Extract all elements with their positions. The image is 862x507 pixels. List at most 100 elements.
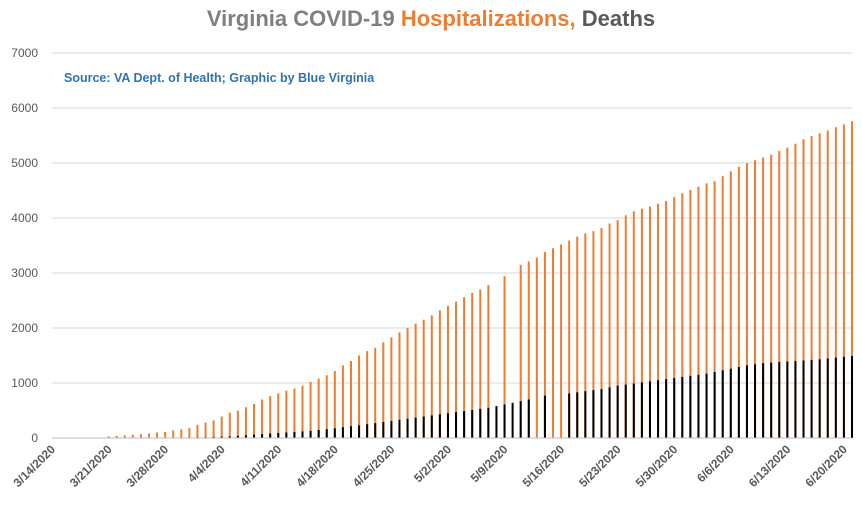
bar-deaths	[576, 392, 579, 438]
bar-deaths	[325, 429, 328, 438]
bar-deaths	[463, 411, 466, 438]
bar-hospitalizations	[754, 160, 757, 438]
bar-deaths	[455, 412, 458, 438]
bar-deaths	[842, 356, 845, 439]
bar-hospitalizations	[374, 347, 377, 438]
bar-hospitalizations	[139, 434, 142, 438]
bar-hospitalizations	[721, 176, 724, 438]
y-tick-label: 0	[31, 431, 38, 445]
bar-deaths	[616, 385, 619, 438]
x-tick-label: 4/18/2020	[293, 442, 341, 490]
x-tick-label: 6/6/2020	[694, 442, 737, 485]
bar-deaths	[366, 424, 369, 438]
bar-hospitalizations	[552, 248, 555, 438]
bar-hospitalizations	[850, 121, 854, 438]
bar-hospitalizations	[285, 390, 288, 438]
bar-deaths	[261, 434, 264, 438]
x-tick-label: 5/2/2020	[411, 442, 454, 485]
bar-hospitalizations	[277, 393, 280, 438]
bar-deaths	[834, 357, 837, 438]
bar-deaths	[745, 365, 748, 438]
bar-hospitalizations	[414, 323, 417, 438]
bar-deaths	[794, 361, 797, 438]
bar-deaths	[778, 362, 781, 438]
bar-hospitalizations	[600, 227, 603, 438]
chart-title-part-3: Deaths	[575, 6, 656, 31]
bar-deaths	[673, 378, 676, 438]
bar-hospitalizations	[681, 193, 684, 438]
bar-deaths	[301, 431, 304, 438]
bar-hospitalizations	[131, 434, 134, 438]
bar-hospitalizations	[632, 211, 635, 438]
bar-deaths	[253, 434, 256, 438]
bar-hospitalizations	[729, 171, 732, 438]
bar-hospitalizations	[689, 189, 692, 438]
bar-deaths	[390, 420, 393, 438]
bar-deaths	[341, 427, 344, 438]
y-tick-label: 6000	[11, 101, 38, 115]
bar-hospitalizations	[341, 365, 344, 438]
bar-hospitalizations	[762, 157, 765, 438]
bar-hospitalizations	[196, 424, 199, 438]
bar-hospitalizations	[107, 436, 110, 438]
bar-deaths	[398, 419, 401, 438]
bar-hospitalizations	[253, 403, 256, 438]
bar-hospitalizations	[317, 378, 320, 438]
bar-hospitalizations	[479, 289, 482, 438]
bar-deaths	[754, 364, 757, 438]
bar-hospitalizations	[713, 181, 716, 438]
bar-deaths	[438, 414, 441, 438]
bar-deaths	[358, 425, 361, 438]
bar-hospitalizations	[826, 130, 829, 439]
bar-hospitalizations	[156, 432, 159, 438]
bar-deaths	[244, 435, 247, 438]
bar-hospitalizations	[430, 315, 433, 438]
bar-hospitalizations	[366, 351, 369, 438]
bar-deaths	[713, 372, 716, 438]
chart-title: Virginia COVID-19 Hospitalizations, Deat…	[0, 6, 862, 32]
bar-hospitalizations	[123, 435, 126, 438]
bar-deaths	[624, 384, 627, 438]
bar-hospitalizations	[519, 264, 522, 438]
bar-hospitalizations	[398, 332, 401, 438]
bar-hospitalizations	[527, 261, 530, 438]
bar-hospitalizations	[390, 337, 393, 438]
bar-hospitalizations	[810, 136, 813, 439]
bar-deaths	[349, 426, 352, 438]
bar-hospitalizations	[584, 233, 587, 438]
bar-deaths	[269, 433, 272, 438]
bar-deaths	[317, 430, 320, 438]
bar-deaths	[414, 417, 417, 438]
bar-hospitalizations	[228, 412, 231, 438]
bar-hospitalizations	[180, 429, 183, 438]
y-tick-label: 3000	[11, 266, 38, 280]
bar-deaths	[770, 362, 773, 438]
bar-deaths	[527, 399, 530, 438]
bar-hospitalizations	[455, 301, 458, 438]
bar-hospitalizations	[568, 240, 571, 438]
bar-hospitalizations	[778, 150, 781, 438]
bar-deaths	[705, 373, 708, 438]
bar-hospitalizations	[261, 399, 264, 438]
bar-hospitalizations	[422, 319, 425, 438]
bar-deaths	[826, 358, 829, 438]
bar-hospitalizations	[309, 381, 312, 438]
bar-deaths	[374, 423, 377, 438]
bar-deaths	[600, 389, 603, 438]
bar-hospitalizations	[786, 147, 789, 438]
x-tick-label: 3/21/2020	[67, 442, 115, 490]
bar-hospitalizations	[624, 215, 627, 438]
bar-deaths	[584, 391, 587, 438]
bar-hospitalizations	[115, 435, 118, 438]
bar-hospitalizations	[503, 276, 506, 438]
x-tick-label: 3/14/2020	[10, 442, 58, 490]
source-note: Source: VA Dept. of Health; Graphic by B…	[64, 71, 375, 85]
bar-hospitalizations	[147, 433, 150, 438]
y-tick-label: 1000	[11, 376, 38, 390]
chart-title-part-1: Virginia COVID-19	[206, 6, 401, 31]
bar-hospitalizations	[794, 143, 797, 438]
bar-hospitalizations	[818, 133, 821, 439]
bar-deaths	[608, 387, 611, 438]
bar-deaths	[511, 402, 514, 438]
